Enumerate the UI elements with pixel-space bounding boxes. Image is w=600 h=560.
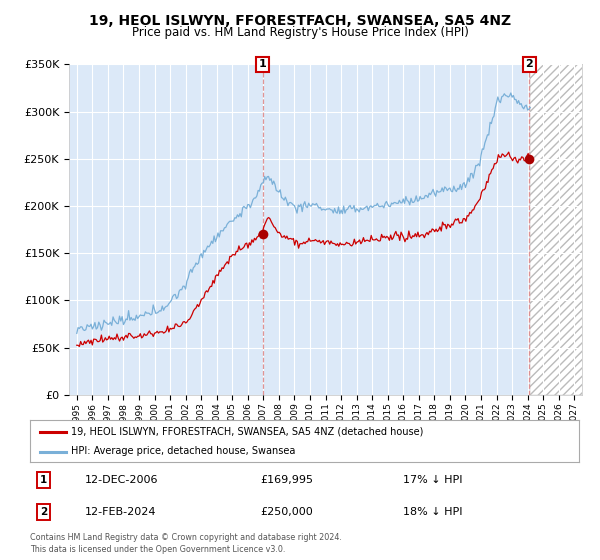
Text: £169,995: £169,995: [260, 475, 314, 486]
Text: 12-FEB-2024: 12-FEB-2024: [85, 507, 157, 517]
Text: 12-DEC-2006: 12-DEC-2006: [85, 475, 158, 486]
Text: 19, HEOL ISLWYN, FFORESTFACH, SWANSEA, SA5 4NZ: 19, HEOL ISLWYN, FFORESTFACH, SWANSEA, S…: [89, 14, 511, 28]
Text: HPI: Average price, detached house, Swansea: HPI: Average price, detached house, Swan…: [71, 446, 296, 456]
Text: 1: 1: [259, 59, 266, 69]
Text: £250,000: £250,000: [260, 507, 313, 517]
Text: 2: 2: [526, 59, 533, 69]
Text: 1: 1: [40, 475, 47, 486]
Bar: [530, 64, 590, 395]
Text: 18% ↓ HPI: 18% ↓ HPI: [403, 507, 463, 517]
Bar: [530, 64, 590, 395]
Text: Contains HM Land Registry data © Crown copyright and database right 2024.
This d: Contains HM Land Registry data © Crown c…: [30, 533, 342, 554]
Text: 17% ↓ HPI: 17% ↓ HPI: [403, 475, 463, 486]
Text: Price paid vs. HM Land Registry's House Price Index (HPI): Price paid vs. HM Land Registry's House …: [131, 26, 469, 39]
Text: 2: 2: [40, 507, 47, 517]
Text: 19, HEOL ISLWYN, FFORESTFACH, SWANSEA, SA5 4NZ (detached house): 19, HEOL ISLWYN, FFORESTFACH, SWANSEA, S…: [71, 427, 424, 437]
